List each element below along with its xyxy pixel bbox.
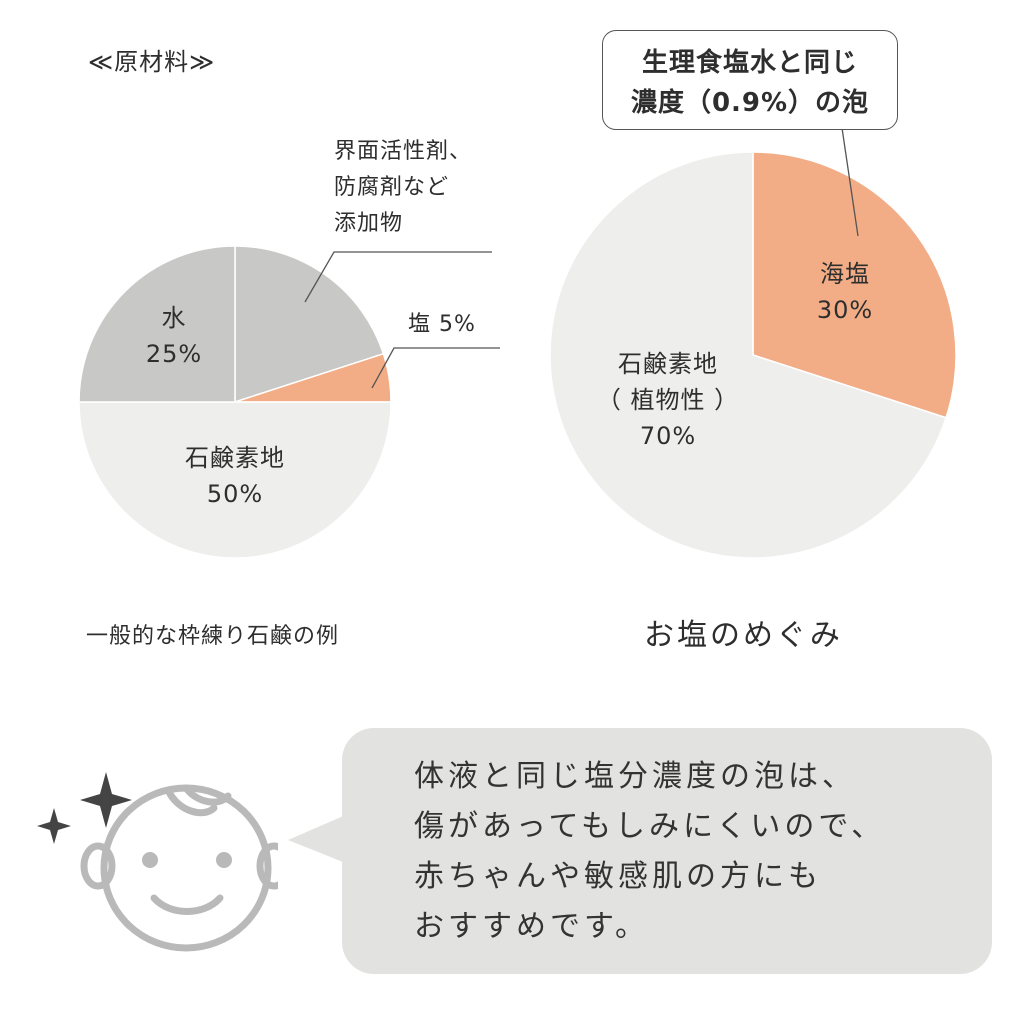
left-slice-label-salt: 塩 5% bbox=[408, 312, 476, 337]
left-slice-label-base: 石鹸素地 50% bbox=[185, 444, 285, 508]
annotation-line-1: 生理食塩水と同じ bbox=[641, 48, 858, 78]
saline-annotation-box: 生理食塩水と同じ 濃度（0.9%）の泡 bbox=[602, 30, 898, 130]
speech-text: 体液と同じ塩分濃度の泡は、 傷があってもしみにくいので、 赤ちゃんや敏感肌の方に… bbox=[414, 759, 886, 944]
right-pie-slice-1 bbox=[549, 151, 948, 559]
pie-chart-salt-soap bbox=[549, 151, 957, 559]
annotation-line-2: 濃度（0.9%）の泡 bbox=[630, 88, 870, 118]
leader-salt bbox=[371, 347, 500, 389]
right-chart-caption: お塩のめぐみ bbox=[644, 618, 843, 653]
speech-bubble-tail bbox=[288, 814, 348, 864]
left-pie-slice-3 bbox=[78, 245, 236, 403]
leader-additives bbox=[304, 251, 492, 303]
right-pie-slice-0 bbox=[752, 151, 957, 419]
left-slice-label-additives: 界面活性剤、 防腐剤など 添加物 bbox=[334, 139, 473, 236]
left-slice-label-water: 水 25% bbox=[145, 304, 203, 368]
left-chart-caption: 一般的な枠練り石鹸の例 bbox=[86, 624, 340, 649]
left-pie-slice-0 bbox=[234, 245, 385, 404]
leader-lines bbox=[304, 127, 859, 389]
pie-chart-general-soap bbox=[78, 245, 392, 559]
materials-heading: ≪原材料≫ bbox=[88, 48, 216, 76]
speech-bubble bbox=[342, 728, 992, 974]
baby-face-icon bbox=[37, 772, 278, 952]
sparkle-icon bbox=[37, 772, 132, 844]
leader-annotation bbox=[841, 127, 859, 237]
right-slice-label-base: 石鹸素地 （ 植物性 ） 70% bbox=[596, 350, 740, 450]
right-slice-label-salt: 海塩 30% bbox=[816, 260, 874, 324]
left-pie-slice-2 bbox=[78, 401, 392, 559]
